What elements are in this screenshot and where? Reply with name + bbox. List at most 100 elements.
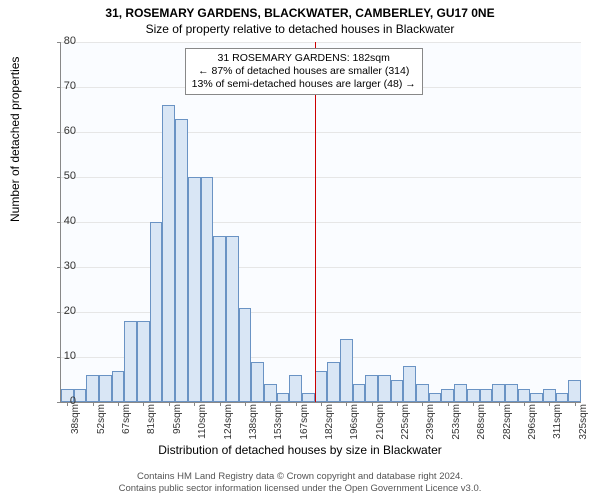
xtick-label: 296sqm	[527, 404, 538, 444]
footer-line1: Contains HM Land Registry data © Crown c…	[0, 471, 600, 482]
xtick-label: 282sqm	[502, 404, 513, 444]
xtick-mark	[321, 402, 322, 406]
histogram-bar	[150, 222, 163, 402]
xtick-label: 167sqm	[299, 404, 310, 444]
xtick-mark	[499, 402, 500, 406]
xtick-label: 182sqm	[324, 404, 335, 444]
histogram-bar	[505, 384, 518, 402]
histogram-bar	[365, 375, 378, 402]
histogram-bar	[340, 339, 353, 402]
histogram-bar	[518, 389, 531, 403]
xtick-mark	[194, 402, 195, 406]
annotation-box: 31 ROSEMARY GARDENS: 182sqm ← 87% of det…	[185, 48, 423, 95]
histogram-bar	[239, 308, 252, 403]
xtick-label: 311sqm	[552, 404, 563, 444]
histogram-bar	[99, 375, 112, 402]
ytick-label: 60	[46, 125, 76, 137]
xtick-mark	[220, 402, 221, 406]
xtick-mark	[346, 402, 347, 406]
gridline	[61, 132, 581, 133]
histogram-bar	[568, 380, 581, 403]
xtick-label: 67sqm	[121, 404, 132, 444]
ytick-label: 70	[46, 80, 76, 92]
xtick-mark	[245, 402, 246, 406]
xtick-label: 268sqm	[476, 404, 487, 444]
xtick-mark	[296, 402, 297, 406]
histogram-bar	[391, 380, 404, 403]
xtick-label: 38sqm	[70, 404, 81, 444]
annotation-line1: 31 ROSEMARY GARDENS: 182sqm	[192, 52, 416, 65]
xtick-label: 95sqm	[172, 404, 183, 444]
xtick-mark	[270, 402, 271, 406]
histogram-bar	[454, 384, 467, 402]
histogram-bar	[162, 105, 175, 402]
chart-container: 31, ROSEMARY GARDENS, BLACKWATER, CAMBER…	[0, 0, 600, 500]
ytick-label: 30	[46, 260, 76, 272]
gridline	[61, 177, 581, 178]
xtick-label: 124sqm	[223, 404, 234, 444]
xtick-label: 196sqm	[349, 404, 360, 444]
xtick-mark	[372, 402, 373, 406]
xtick-mark	[397, 402, 398, 406]
ytick-label: 20	[46, 305, 76, 317]
gridline	[61, 42, 581, 43]
histogram-bar	[315, 371, 328, 403]
chart-title-line1: 31, ROSEMARY GARDENS, BLACKWATER, CAMBER…	[0, 6, 600, 20]
xtick-label: 325sqm	[578, 404, 589, 444]
xtick-label: 138sqm	[248, 404, 259, 444]
xtick-mark	[422, 402, 423, 406]
histogram-bar	[112, 371, 125, 403]
xtick-mark	[448, 402, 449, 406]
xtick-label: 52sqm	[96, 404, 107, 444]
xtick-mark	[575, 402, 576, 406]
histogram-bar	[327, 362, 340, 403]
histogram-bar	[289, 375, 302, 402]
histogram-bar	[124, 321, 137, 402]
histogram-bar	[264, 384, 277, 402]
chart-title-line2: Size of property relative to detached ho…	[0, 22, 600, 36]
histogram-bar	[556, 393, 569, 402]
histogram-bar	[378, 375, 391, 402]
footer-line2: Contains public sector information licen…	[0, 483, 600, 494]
histogram-bar	[213, 236, 226, 403]
histogram-bar	[441, 389, 454, 403]
plot-area: 31 ROSEMARY GARDENS: 182sqm ← 87% of det…	[60, 42, 581, 403]
xtick-label: 153sqm	[273, 404, 284, 444]
histogram-bar	[188, 177, 201, 402]
histogram-bar	[251, 362, 264, 403]
histogram-bar	[480, 389, 493, 403]
gridline	[61, 312, 581, 313]
ytick-label: 40	[46, 215, 76, 227]
xtick-mark	[549, 402, 550, 406]
xtick-mark	[473, 402, 474, 406]
xtick-mark	[118, 402, 119, 406]
histogram-bar	[175, 119, 188, 403]
histogram-bar	[201, 177, 214, 402]
gridline	[61, 222, 581, 223]
histogram-bar	[302, 393, 315, 402]
xtick-mark	[93, 402, 94, 406]
xtick-label: 210sqm	[375, 404, 386, 444]
histogram-bar	[353, 384, 366, 402]
xtick-label: 239sqm	[425, 404, 436, 444]
histogram-bar	[429, 393, 442, 402]
histogram-bar	[530, 393, 543, 402]
histogram-bar	[543, 389, 556, 403]
histogram-bar	[403, 366, 416, 402]
ytick-label: 50	[46, 170, 76, 182]
ytick-label: 10	[46, 350, 76, 362]
y-axis-label: Number of detached properties	[8, 57, 22, 222]
histogram-bar	[277, 393, 290, 402]
xtick-label: 81sqm	[146, 404, 157, 444]
annotation-line2: ← 87% of detached houses are smaller (31…	[192, 65, 416, 78]
footer-text: Contains HM Land Registry data © Crown c…	[0, 471, 600, 494]
annotation-line3: 13% of semi-detached houses are larger (…	[192, 78, 416, 91]
ytick-label: 80	[46, 35, 76, 47]
histogram-bar	[137, 321, 150, 402]
histogram-bar	[226, 236, 239, 403]
histogram-bar	[492, 384, 505, 402]
xtick-label: 110sqm	[197, 404, 208, 444]
histogram-bar	[467, 389, 480, 403]
xtick-label: 253sqm	[451, 404, 462, 444]
xtick-mark	[524, 402, 525, 406]
